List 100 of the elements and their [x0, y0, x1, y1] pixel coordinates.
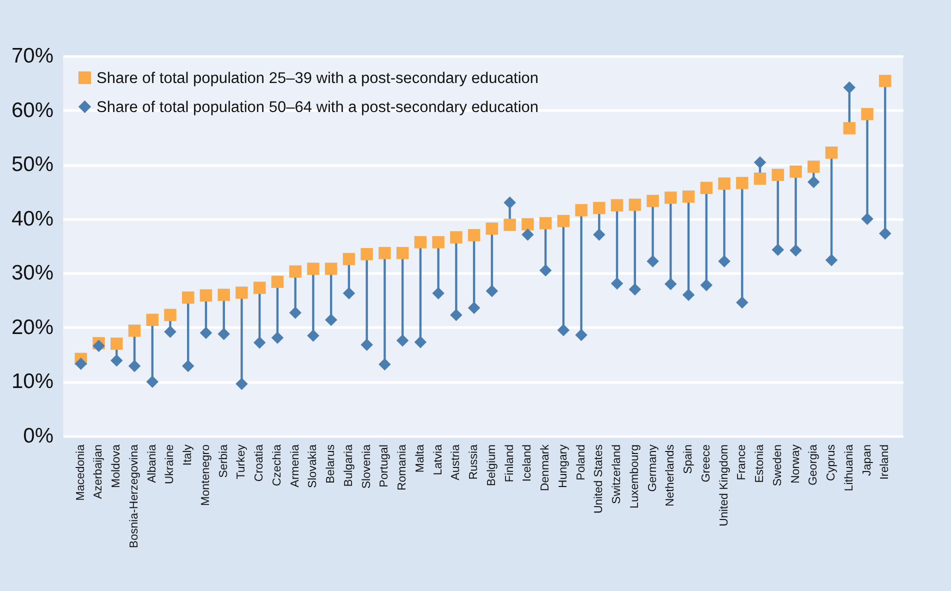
point — [772, 168, 784, 182]
point — [110, 354, 123, 367]
x-tick-label: Belgium — [486, 444, 498, 486]
point — [414, 336, 427, 348]
point — [128, 324, 141, 337]
x-tick-label: Bulgaria — [342, 444, 355, 487]
point — [110, 338, 123, 350]
point — [736, 176, 748, 190]
x-tick-label: United States — [593, 444, 606, 514]
point — [700, 182, 713, 194]
y-tick-label: 60% — [11, 98, 54, 122]
point — [360, 338, 373, 351]
legend-label: Share of total population 50–64 with a post-secondary education — [96, 98, 539, 116]
point — [700, 278, 713, 292]
point — [396, 246, 409, 260]
x-tick-label: Switzerland — [611, 444, 624, 504]
x-tick-label: Spain — [682, 444, 695, 474]
point — [879, 227, 892, 240]
y-tick-label: 0% — [23, 424, 54, 448]
x-tick-label: Hungary — [557, 444, 570, 488]
point — [628, 283, 642, 296]
x-tick-label: Georgia — [808, 444, 820, 486]
point — [772, 244, 784, 256]
point — [718, 255, 730, 268]
x-tick-label: Czechia — [271, 444, 284, 486]
x-tick-label: Azerbaijan — [92, 444, 105, 499]
point — [289, 306, 302, 319]
point — [861, 108, 874, 120]
point — [646, 194, 659, 208]
point — [324, 262, 338, 275]
point — [307, 329, 320, 342]
point — [289, 265, 302, 278]
point — [200, 326, 212, 339]
point — [808, 160, 820, 173]
x-tick-label: Slovakia — [307, 444, 320, 488]
point — [575, 204, 588, 216]
y-tick-label: 20% — [11, 316, 54, 339]
point — [92, 340, 105, 352]
y-tick-label: 10% — [11, 370, 54, 394]
point — [843, 81, 856, 94]
point — [504, 196, 516, 209]
x-tick-label: Luxembourg — [628, 444, 641, 508]
point — [610, 199, 624, 212]
x-tick-label: Iceland — [522, 444, 534, 482]
point — [236, 286, 248, 299]
point — [522, 218, 534, 230]
point — [646, 255, 659, 268]
legend-label: Share of total population 25–39 with a post-secondary education — [96, 70, 539, 87]
point — [610, 277, 624, 290]
point — [164, 308, 176, 322]
point — [790, 244, 802, 256]
x-tick-label: Russia — [468, 444, 480, 480]
point — [736, 296, 748, 309]
x-tick-label: Portugal — [378, 444, 391, 488]
x-tick-label: Malta — [414, 444, 426, 473]
x-tick-label: Austria — [450, 444, 462, 480]
point — [754, 156, 766, 169]
point — [682, 288, 695, 301]
x-tick-label: Moldova — [110, 444, 123, 488]
y-tick-label: 30% — [11, 262, 54, 285]
x-tick-label: Ukraine — [164, 444, 176, 484]
x-tick-label: Croatia — [254, 444, 266, 482]
x-tick-label: Macedonia — [74, 444, 87, 501]
x-tick-label: Estonia — [754, 444, 766, 483]
point — [378, 246, 391, 260]
point — [861, 212, 874, 225]
x-tick-label: Lithuania — [843, 444, 856, 492]
x-tick-label: Romania — [396, 444, 409, 491]
point — [825, 146, 838, 159]
point — [468, 302, 480, 314]
point — [682, 190, 695, 203]
x-tick-label: Italy — [182, 444, 194, 466]
point — [146, 314, 158, 326]
x-tick-label: Finland — [504, 444, 516, 482]
point — [432, 236, 444, 248]
point — [396, 334, 409, 347]
point — [182, 291, 194, 304]
x-tick-label: France — [736, 444, 748, 480]
y-tick-label: 70% — [11, 44, 54, 68]
point — [432, 287, 444, 300]
x-tick-label: Poland — [575, 444, 588, 480]
point — [146, 376, 158, 388]
x-tick-label: Belarus — [325, 444, 338, 484]
x-tick-label: Turkey — [236, 444, 248, 480]
point — [825, 254, 838, 266]
point — [342, 252, 356, 266]
point — [271, 276, 284, 288]
x-tick-label: Slovenia — [360, 444, 373, 489]
point — [486, 284, 498, 298]
point — [128, 360, 141, 372]
x-tick-label: Denmark — [540, 444, 552, 492]
x-tick-label: Germany — [646, 444, 659, 492]
point — [182, 360, 194, 372]
point — [360, 248, 373, 260]
point — [593, 228, 606, 241]
point — [271, 332, 284, 344]
point — [200, 289, 212, 302]
point — [843, 122, 856, 134]
x-tick-label: Cyprus — [826, 444, 838, 481]
x-tick-label: Bosnia-Herzegovina — [128, 444, 140, 548]
